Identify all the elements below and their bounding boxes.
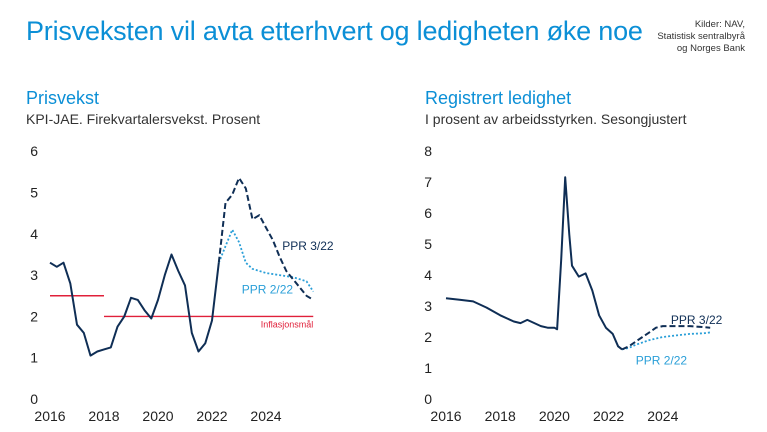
left-series-label: PPR 3/22: [282, 239, 334, 253]
right-series-solid: [445, 176, 623, 351]
right-x-tick-label: 2020: [539, 408, 570, 424]
left-y-tick-label: 6: [30, 143, 38, 159]
right-series-dashed: [621, 325, 711, 351]
left-y-tick-label: 4: [30, 226, 38, 242]
right-chart-subtitle: I prosent av arbeidsstyrken. Sesongjuste…: [425, 111, 687, 127]
sources-note: Kilder: NAV, Statistisk sentralbyrå og N…: [615, 19, 745, 55]
right-y-tick-label: 0: [424, 391, 432, 407]
right-series-label: PPR 2/22: [636, 353, 688, 367]
right-x-tick-label: 2016: [430, 408, 461, 424]
right-y-tick-label: 8: [424, 143, 432, 159]
source-line: Statistisk sentralbyrå: [657, 31, 745, 42]
left-x-tick-label: 2020: [142, 408, 173, 424]
left-chart-subtitle: KPI-JAE. Firekvartalersvekst. Prosent: [26, 111, 261, 127]
left-y-tick-label: 0: [30, 391, 38, 407]
left-x-tick-label: 2024: [250, 408, 281, 424]
left-y-tick-label: 5: [30, 185, 38, 201]
left-series-label: PPR 2/22: [242, 283, 294, 297]
page-title: Prisveksten vil avta etterhvert og ledig…: [26, 16, 643, 46]
left-chart-title: Prisvekst: [26, 88, 100, 108]
left-x-tick-label: 2016: [34, 408, 65, 424]
left-y-tick-label: 1: [30, 350, 38, 366]
right-series-label: PPR 3/22: [671, 313, 723, 327]
left-x-tick-label: 2022: [196, 408, 227, 424]
left-y-tick-label: 3: [30, 267, 38, 283]
left-y-tick-label: 2: [30, 308, 38, 324]
left-series-dotted: [217, 228, 315, 293]
source-line: Kilder: NAV,: [694, 19, 745, 30]
right-y-tick-label: 1: [424, 360, 432, 376]
left-reference-label: Inflasjonsmål: [261, 319, 314, 329]
right-chart-title: Registrert ledighet: [425, 88, 572, 108]
left-series-solid: [49, 253, 220, 357]
right-y-tick-label: 7: [424, 174, 432, 190]
right-y-tick-label: 3: [424, 298, 432, 314]
right-y-tick-label: 2: [424, 329, 432, 345]
right-x-tick-label: 2024: [647, 408, 678, 424]
left-x-tick-label: 2018: [88, 408, 119, 424]
right-y-tick-label: 4: [424, 267, 432, 283]
right-x-tick-label: 2018: [485, 408, 516, 424]
right-y-tick-label: 6: [424, 205, 432, 221]
right-x-tick-label: 2022: [593, 408, 624, 424]
source-line: og Norges Bank: [676, 43, 745, 54]
right-series-dotted: [621, 331, 711, 351]
right-y-tick-label: 5: [424, 236, 432, 252]
left-series-dashed: [217, 177, 314, 301]
